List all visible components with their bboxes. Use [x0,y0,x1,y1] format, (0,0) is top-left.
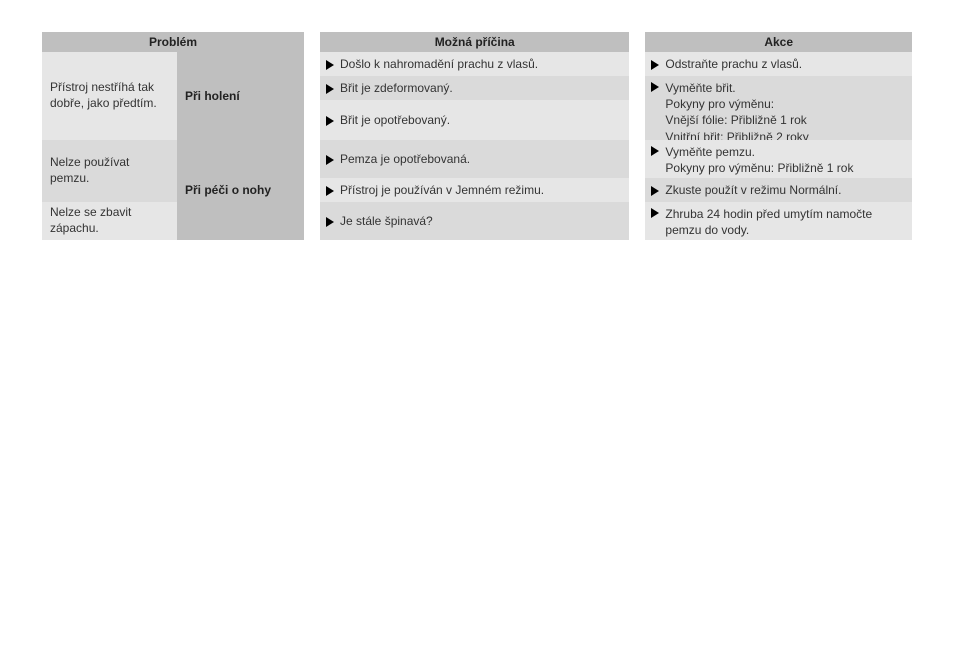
troubleshooting-table: Problém Přístroj nestříhá tak dobře, jak… [42,32,912,240]
cause-row: Došlo k nahromadění prachu z vlasů. [320,52,629,76]
bullet-icon [651,186,659,196]
action-row: Zkuste použít v režimu Normální. [645,178,912,202]
bullet-icon [326,186,334,196]
header-action: Akce [645,32,912,52]
cause-text: Došlo k nahromadění prachu z vlasů. [340,56,621,72]
bullet-icon [651,208,659,218]
bullet-icon [326,60,334,70]
action-text-line: Vyměňte břit. [665,81,735,95]
cause-text: Je stále špinavá? [340,213,621,229]
cause-row: Břit je zdeformovaný. [320,76,629,100]
problem-footcare-label: Při péči o nohy [177,140,304,240]
col-action: Akce Odstraňte prachu z vlasů. Vyměňte b… [645,32,912,240]
bullet-icon [326,116,334,126]
bullet-icon [651,146,659,156]
action-text: Vyměňte pemzu. Pokyny pro výměnu: Přibli… [665,144,904,176]
problem-shaving-text: Přístroj nestříhá tak dobře, jako předtí… [42,52,177,140]
cause-row: Břit je opotřebovaný. [320,100,629,140]
col-cause: Možná příčina Došlo k nahromadění prachu… [320,32,629,240]
bullet-icon [651,82,659,92]
cause-row: Pemza je opotřebovaná. [320,140,629,178]
cause-text: Přístroj je používán v Jemném režimu. [340,182,621,198]
problem-smell-text: Nelze se zbavit zápachu. [42,202,177,240]
cause-row: Přístroj je používán v Jemném režimu. [320,178,629,202]
action-text: Vyměňte břit. Pokyny pro výměnu: Vnější … [665,80,904,145]
bullet-icon [326,217,334,227]
action-text: Zkuste použít v režimu Normální. [665,182,904,198]
cause-text: Pemza je opotřebovaná. [340,151,621,167]
header-cause: Možná příčina [320,32,629,52]
action-text: Odstraňte prachu z vlasů. [665,56,904,72]
cause-text: Břit je opotřebovaný. [340,112,621,128]
col-problem: Problém Přístroj nestříhá tak dobře, jak… [42,32,304,240]
bullet-icon [326,84,334,94]
problem-pumice-text: Nelze používat pemzu. [42,140,177,202]
bullet-icon [326,155,334,165]
header-problem: Problém [42,32,304,52]
action-row: Zhruba 24 hodin před umytím namočte pemz… [645,202,912,240]
problem-shaving-label: Při holení [177,52,304,140]
cause-text: Břit je zdeformovaný. [340,80,621,96]
cause-row: Je stále špinavá? [320,202,629,240]
action-text-line: Pokyny pro výměnu: Vnější fólie: Přibliž… [665,97,808,143]
action-row: Vyměňte břit. Pokyny pro výměnu: Vnější … [645,76,912,140]
action-row: Odstraňte prachu z vlasů. [645,52,912,76]
bullet-icon [651,60,659,70]
action-row: Vyměňte pemzu. Pokyny pro výměnu: Přibli… [645,140,912,178]
action-text: Zhruba 24 hodin před umytím namočte pemz… [665,206,904,238]
